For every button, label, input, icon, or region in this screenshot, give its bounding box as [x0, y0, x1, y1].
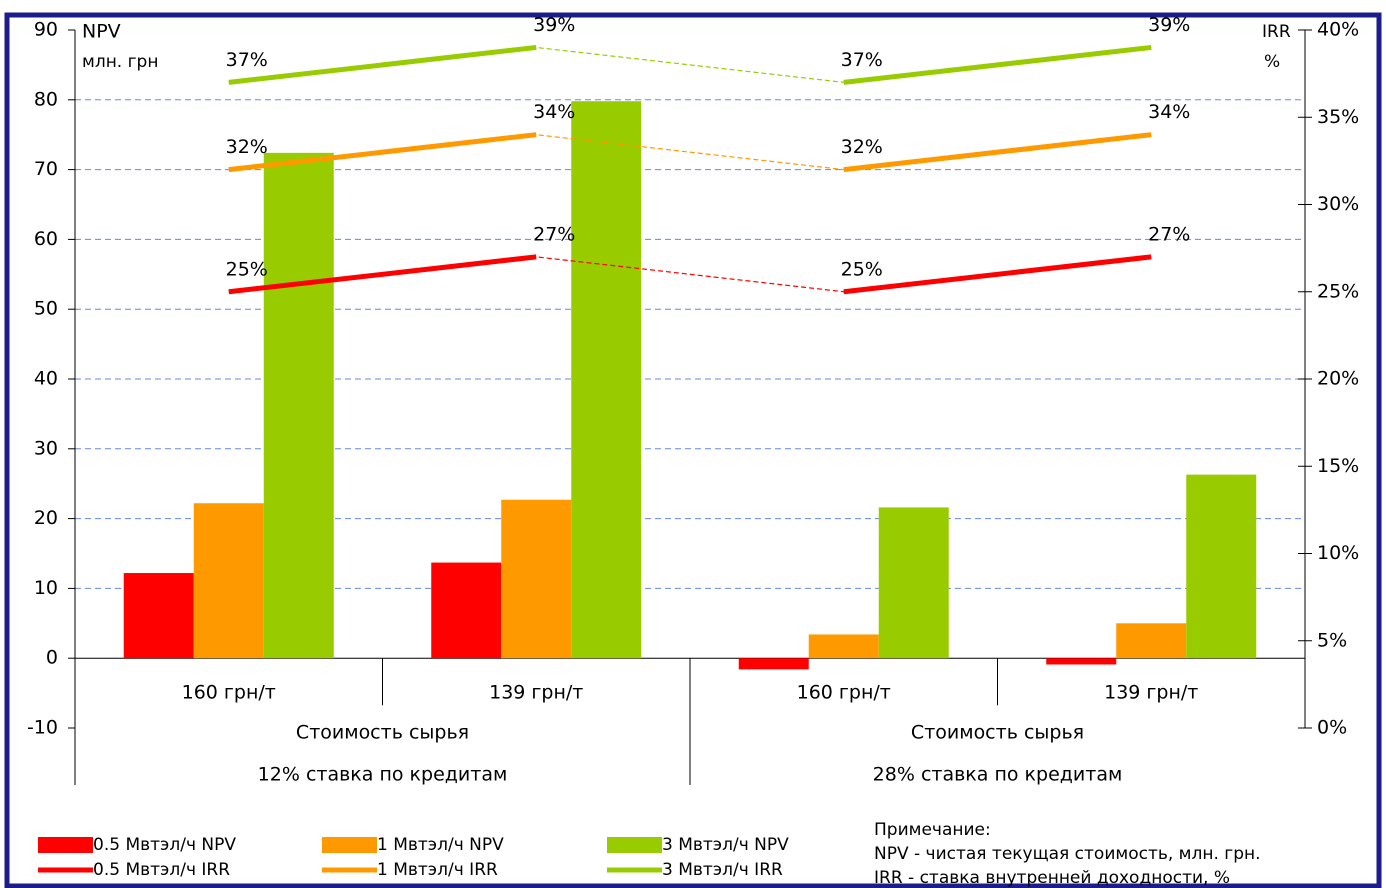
data-label: 27% [533, 223, 575, 245]
data-label: 37% [841, 49, 883, 71]
irr-line [228, 254, 537, 295]
note: Примечание: [874, 820, 991, 840]
data-label: 25% [226, 258, 268, 280]
bar [431, 562, 502, 659]
legend-swatch [607, 837, 662, 853]
data-label: 32% [226, 136, 268, 158]
frame [4, 12, 1382, 888]
y-tick-label: 30 [34, 437, 58, 459]
legend-label: 1 Мвтэл/ч NPV [377, 835, 504, 855]
bar [808, 634, 879, 659]
x-tick-label: 160 грн/т [797, 682, 891, 704]
y2-tick-label: 25% [1317, 280, 1359, 302]
irr-line [228, 44, 537, 85]
irr-line [843, 132, 1152, 173]
note: NPV - чистая текущая стоимость, млн. грн… [874, 844, 1261, 864]
y-tick-label: 60 [34, 228, 58, 250]
y2-tick-label: 15% [1317, 455, 1359, 477]
bar [1116, 623, 1187, 659]
data-label: 34% [1148, 101, 1190, 123]
legend-swatch [38, 837, 93, 853]
y-tick-label: 70 [34, 158, 58, 180]
group-subtitle: Стоимость сырья [911, 722, 1084, 744]
irr-line [843, 44, 1152, 85]
y2-tick-label: 40% [1317, 19, 1359, 41]
y2-tick-label: 0% [1317, 717, 1347, 739]
y-tick-label: 90 [34, 19, 58, 41]
legend-swatch [322, 837, 377, 853]
bar [193, 503, 264, 659]
group-subtitle: Стоимость сырья [296, 722, 469, 744]
legend-label: 0.5 Мвтэл/ч NPV [93, 835, 236, 855]
x-tick-label: 160 грн/т [182, 682, 276, 704]
note: IRR - ставка внутренней доходности, % [874, 868, 1230, 888]
data-label: 39% [533, 14, 575, 36]
bar [738, 658, 809, 670]
y2-axis-unit: % [1264, 52, 1280, 72]
legend-label: 3 Мвтэл/ч NPV [662, 835, 789, 855]
bar [571, 101, 642, 659]
legend-label: 3 Мвтэл/ч IRR [662, 860, 783, 880]
y-tick-label: 20 [34, 507, 58, 529]
data-label: 34% [533, 101, 575, 123]
y2-tick-label: 35% [1317, 106, 1359, 128]
y2-axis-title: IRR [1262, 22, 1291, 42]
y2-tick-label: 30% [1317, 193, 1359, 215]
bar [123, 573, 194, 659]
y2-tick-label: 20% [1317, 368, 1359, 390]
bar [1186, 474, 1257, 659]
data-label: 32% [841, 136, 883, 158]
legend-label: 0.5 Мвтэл/ч IRR [93, 860, 230, 880]
y-axis-title: NPV [82, 21, 121, 43]
y2-tick-label: 10% [1317, 542, 1359, 564]
y-tick-label: 0 [46, 647, 58, 669]
legend-label: 1 Мвтэл/ч IRR [377, 860, 498, 880]
data-label: 25% [841, 258, 883, 280]
y-tick-label: -10 [27, 717, 58, 739]
bar [878, 507, 949, 659]
bar [501, 499, 572, 659]
bar [1046, 658, 1117, 665]
y-tick-label: 80 [34, 88, 58, 110]
irr-line [228, 132, 537, 173]
data-label: 27% [1148, 223, 1190, 245]
data-label: 37% [226, 49, 268, 71]
y2-tick-label: 5% [1317, 629, 1347, 651]
y-tick-label: 40 [34, 368, 58, 390]
y-axis-unit: млн. грн [82, 52, 158, 72]
y-tick-label: 50 [34, 298, 58, 320]
x-tick-label: 139 грн/т [489, 682, 583, 704]
irr-line [843, 254, 1152, 295]
bar [263, 152, 334, 659]
x-tick-label: 139 грн/т [1104, 682, 1198, 704]
y-tick-label: 10 [34, 577, 58, 599]
data-label: 39% [1148, 14, 1190, 36]
group-label: 12% ставка по кредитам [258, 764, 508, 786]
group-label: 28% ставка по кредитам [873, 764, 1123, 786]
